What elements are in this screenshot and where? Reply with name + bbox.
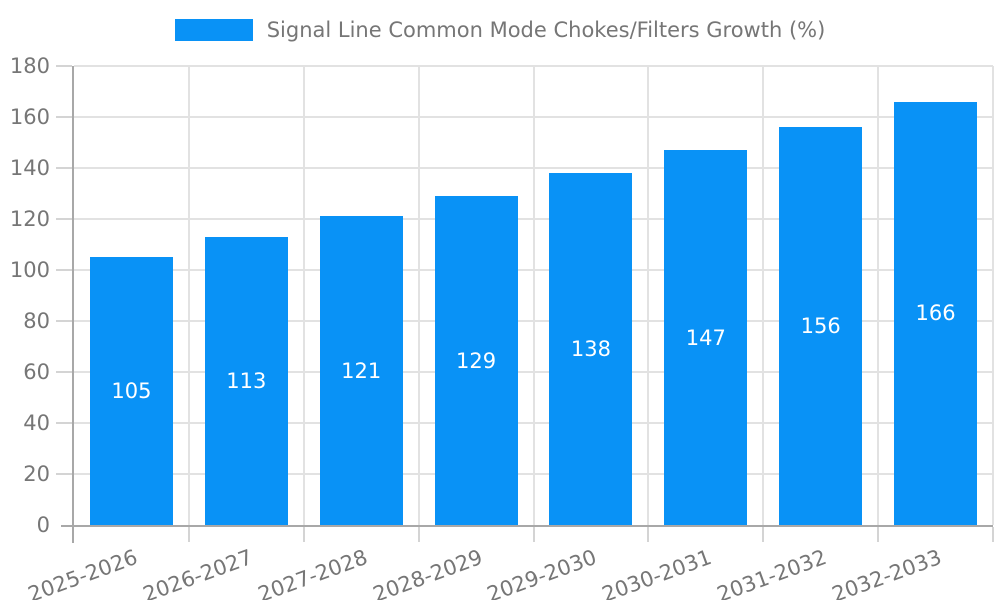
x-gridline <box>302 66 305 525</box>
y-axis-tick <box>56 269 72 271</box>
bar-value-label: 113 <box>226 368 267 393</box>
bar <box>664 150 748 525</box>
x-tick-label: 2029-2030 <box>484 545 601 600</box>
y-tick-label: 0 <box>36 513 50 537</box>
x-axis-tick <box>647 527 650 542</box>
bar <box>204 236 288 525</box>
x-axis-tick <box>532 527 535 542</box>
y-axis-tick <box>56 65 72 67</box>
bar <box>779 127 863 525</box>
x-tick-label: 2025-2026 <box>24 545 141 600</box>
bar-value-label: 129 <box>456 348 497 373</box>
bar <box>434 196 518 525</box>
y-tick-label: 120 <box>9 207 50 231</box>
bar <box>319 216 403 525</box>
bar <box>549 173 633 525</box>
legend-label: Signal Line Common Mode Chokes/Filters G… <box>266 18 826 42</box>
x-axis-tick <box>302 527 305 542</box>
x-tick-label: 2032-2033 <box>828 545 945 600</box>
plot-area: 0 20 40 60 80 100 120 140 160 180 105 2025-2026 113 2… <box>10 54 994 600</box>
bar-value-label: 166 <box>915 301 956 326</box>
y-axis-tick <box>56 167 72 169</box>
x-gridline <box>187 66 190 525</box>
bar <box>89 257 173 525</box>
y-axis-tick <box>56 116 72 118</box>
y-tick-label: 40 <box>23 411 50 435</box>
chart-legend: Signal Line Common Mode Chokes/Filters G… <box>0 17 1000 43</box>
x-tick-label: 2031-2032 <box>714 545 830 600</box>
y-tick-label: 80 <box>23 309 50 333</box>
x-gridline <box>992 66 994 525</box>
bar-value-label: 156 <box>800 314 841 339</box>
bar <box>894 101 978 525</box>
x-axis-tick <box>877 527 880 542</box>
x-axis-tick <box>187 527 190 542</box>
x-gridline <box>762 66 765 525</box>
x-tick-label: 2030-2031 <box>599 545 716 600</box>
x-axis-tick <box>72 525 74 543</box>
y-axis-tick <box>56 473 72 475</box>
x-tick-label: 2026-2027 <box>139 545 256 600</box>
legend-swatch <box>174 19 253 41</box>
bar-value-label: 147 <box>685 325 726 350</box>
y-tick-label: 140 <box>9 156 50 180</box>
y-tick-label: 160 <box>9 105 50 129</box>
y-axis-tick <box>56 320 72 322</box>
x-gridline <box>647 66 650 525</box>
x-gridline <box>417 66 420 525</box>
x-gridline <box>532 66 535 525</box>
x-gridline <box>877 66 880 525</box>
x-axis-tick <box>417 527 420 542</box>
y-tick-label: 60 <box>23 360 50 384</box>
y-tick-label: 180 <box>9 54 50 78</box>
y-axis-tick <box>56 422 72 424</box>
bar-value-label: 138 <box>570 337 611 362</box>
bar-value-label: 105 <box>111 379 152 404</box>
bar-value-label: 121 <box>341 358 382 383</box>
x-tick-label: 2028-2029 <box>369 545 486 600</box>
y-axis-tick <box>56 371 72 373</box>
y-axis-tick <box>56 218 72 220</box>
x-tick-label: 2027-2028 <box>254 545 371 600</box>
y-tick-label: 20 <box>23 462 50 486</box>
y-tick-label: 100 <box>9 258 50 282</box>
y-axis-tick <box>61 525 74 527</box>
x-axis-tick <box>992 527 994 542</box>
x-axis-tick <box>762 527 765 542</box>
